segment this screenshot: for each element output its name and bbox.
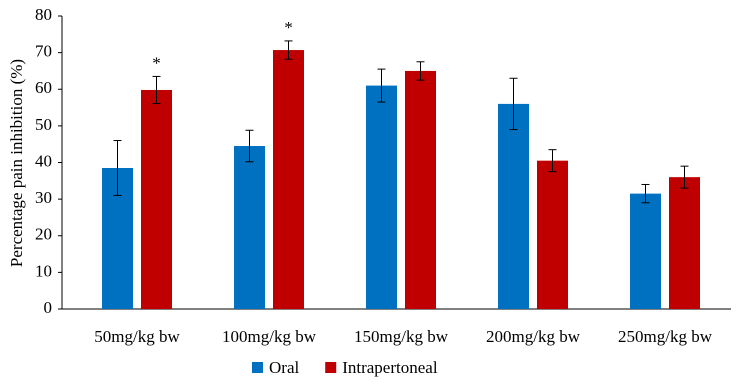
error-bar [245,129,254,163]
bar [537,160,568,309]
x-tick-label: 150mg/kg bw [354,327,449,346]
y-tick-label: 70 [35,42,52,61]
legend-label: Intrapertoneal [342,358,438,377]
legend-label: Oral [269,358,299,377]
y-tick-label: 40 [35,151,52,170]
y-axis-title: Percentage pain inhibition (%) [7,59,26,267]
x-tick-label: 250mg/kg bw [618,327,713,346]
x-tick-label: 100mg/kg bw [222,327,317,346]
y-tick-label: 0 [44,298,53,317]
error-bar [284,40,293,60]
error-bar [509,77,518,131]
legend-swatch [325,362,337,373]
bar [630,193,661,309]
bar [669,177,700,309]
bar [234,146,265,309]
error-bar [680,165,689,189]
y-tick-label: 20 [35,225,52,244]
y-tick-label: 60 [35,78,52,97]
legend-swatch [252,362,263,373]
bar [273,50,304,309]
bar [366,85,397,310]
significance-marker: * [152,53,161,72]
y-tick-label: 10 [35,261,52,280]
bar [405,70,436,309]
x-tick-label: 200mg/kg bw [486,327,581,346]
bar [498,103,529,310]
x-tick-label: 50mg/kg bw [94,327,180,346]
y-tick-label: 80 [35,5,52,24]
y-tick-label: 50 [35,115,52,134]
significance-marker: * [284,18,293,37]
error-bar [641,183,650,204]
error-bar [152,75,161,105]
error-bar [113,140,122,196]
error-bar [416,61,425,81]
error-bar [548,149,557,173]
y-tick-label: 30 [35,188,52,207]
error-bar [377,68,386,103]
bar [141,89,172,309]
